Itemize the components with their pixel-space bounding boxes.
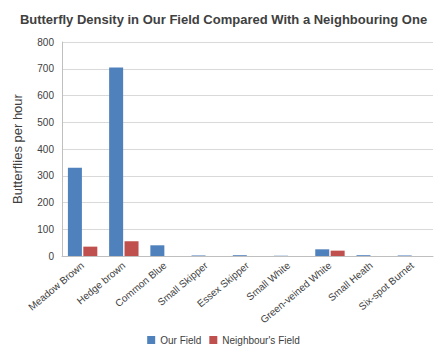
svg-text:600: 600 (37, 90, 54, 101)
svg-text:Neighbour's Field: Neighbour's Field (222, 335, 300, 346)
svg-text:Common Blue: Common Blue (113, 259, 169, 309)
svg-text:Six-spot Burnet: Six-spot Burnet (356, 260, 416, 313)
svg-text:0: 0 (48, 251, 54, 262)
svg-text:Small Heath: Small Heath (325, 259, 375, 304)
svg-text:Green-veined White: Green-veined White (258, 260, 334, 326)
svg-text:400: 400 (37, 144, 54, 155)
svg-text:Hedge brown: Hedge brown (74, 259, 128, 307)
svg-text:Our Field: Our Field (160, 335, 201, 346)
svg-text:300: 300 (37, 170, 54, 181)
svg-text:200: 200 (37, 197, 54, 208)
svg-text:Butterfly Density in Our Field: Butterfly Density in Our Field Compared … (20, 12, 427, 27)
svg-text:100: 100 (37, 224, 54, 235)
svg-text:Small Skipper: Small Skipper (155, 259, 210, 308)
svg-text:Meadow Brown: Meadow Brown (26, 260, 86, 313)
svg-text:800: 800 (37, 37, 54, 48)
svg-text:Butterflies per hour: Butterflies per hour (10, 93, 25, 204)
svg-text:Essex Skipper: Essex Skipper (195, 259, 252, 309)
svg-text:500: 500 (37, 117, 54, 128)
svg-text:Small White: Small White (244, 259, 293, 303)
svg-text:700: 700 (37, 63, 54, 74)
